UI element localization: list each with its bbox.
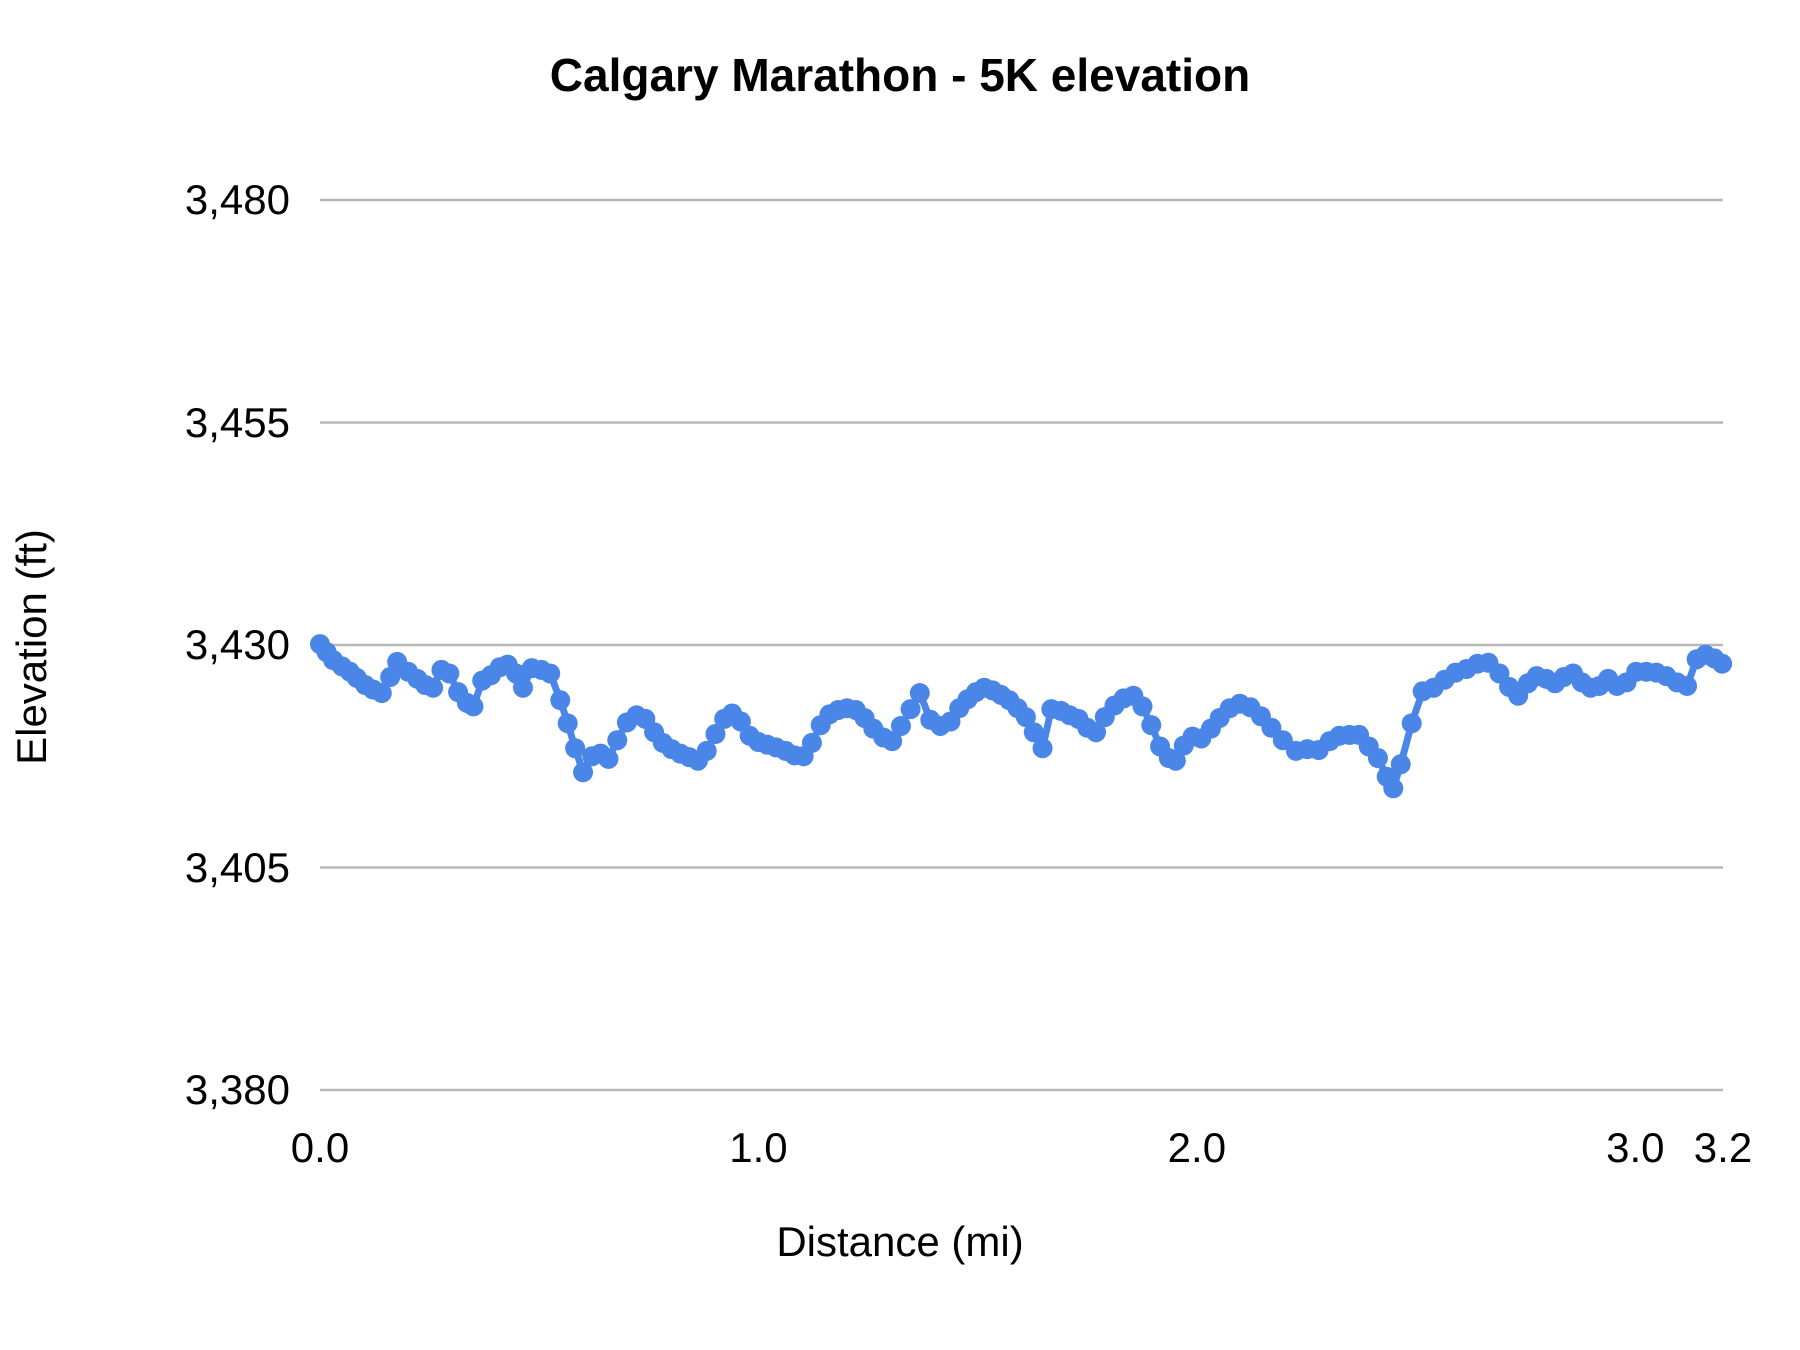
data-point-marker <box>890 715 911 736</box>
data-point-marker <box>1132 696 1153 717</box>
data-point-marker <box>1367 748 1388 769</box>
data-point-marker <box>550 690 571 711</box>
data-point-marker <box>540 663 561 684</box>
x-axis-title: Distance (mi) <box>776 1218 1024 1265</box>
data-point-marker <box>463 696 484 717</box>
x-tick-label: 2.0 <box>1167 1124 1227 1171</box>
data-point-marker <box>801 732 822 753</box>
data-point-marker <box>1032 738 1053 759</box>
data-point-marker <box>423 677 444 698</box>
data-point-marker <box>512 677 533 698</box>
data-point-marker <box>1023 722 1044 743</box>
data-point-marker <box>696 740 717 761</box>
data-point-marker <box>882 731 903 752</box>
data-point-marker <box>607 730 628 751</box>
data-point-marker <box>1390 754 1411 775</box>
data-point-marker <box>1141 715 1162 736</box>
data-point-marker <box>380 667 401 688</box>
x-tick-label: 0.0 <box>290 1124 350 1171</box>
data-point-marker <box>1401 713 1422 734</box>
x-tick-label: 1.0 <box>729 1124 788 1171</box>
data-point-marker <box>371 683 392 704</box>
data-point-marker <box>598 748 619 769</box>
data-point-marker <box>573 762 594 783</box>
data-point-marker <box>705 724 726 744</box>
y-tick-label: 3,405 <box>184 843 290 891</box>
data-point-marker <box>557 713 578 734</box>
data-point-marker <box>1383 778 1404 799</box>
y-tick-label: 3,480 <box>184 176 290 223</box>
y-tick-label: 3,430 <box>184 621 290 668</box>
data-point-marker <box>1712 653 1733 674</box>
data-point-marker <box>439 663 460 684</box>
y-tick-label: 3,455 <box>184 398 290 446</box>
data-point-marker <box>565 738 586 759</box>
data-point-marker <box>909 683 930 704</box>
data-point-marker <box>1677 675 1698 696</box>
chart-title: Calgary Marathon - 5K elevation <box>549 49 1251 101</box>
data-point-marker <box>900 699 921 720</box>
y-tick-label: 3,380 <box>184 1066 290 1113</box>
data-point-marker <box>1165 750 1186 771</box>
x-tick-label: 3.0 <box>1606 1124 1665 1171</box>
data-point-marker <box>1086 722 1107 743</box>
data-point-marker <box>1015 707 1036 728</box>
x-tick-label: 3.2 <box>1693 1124 1753 1171</box>
